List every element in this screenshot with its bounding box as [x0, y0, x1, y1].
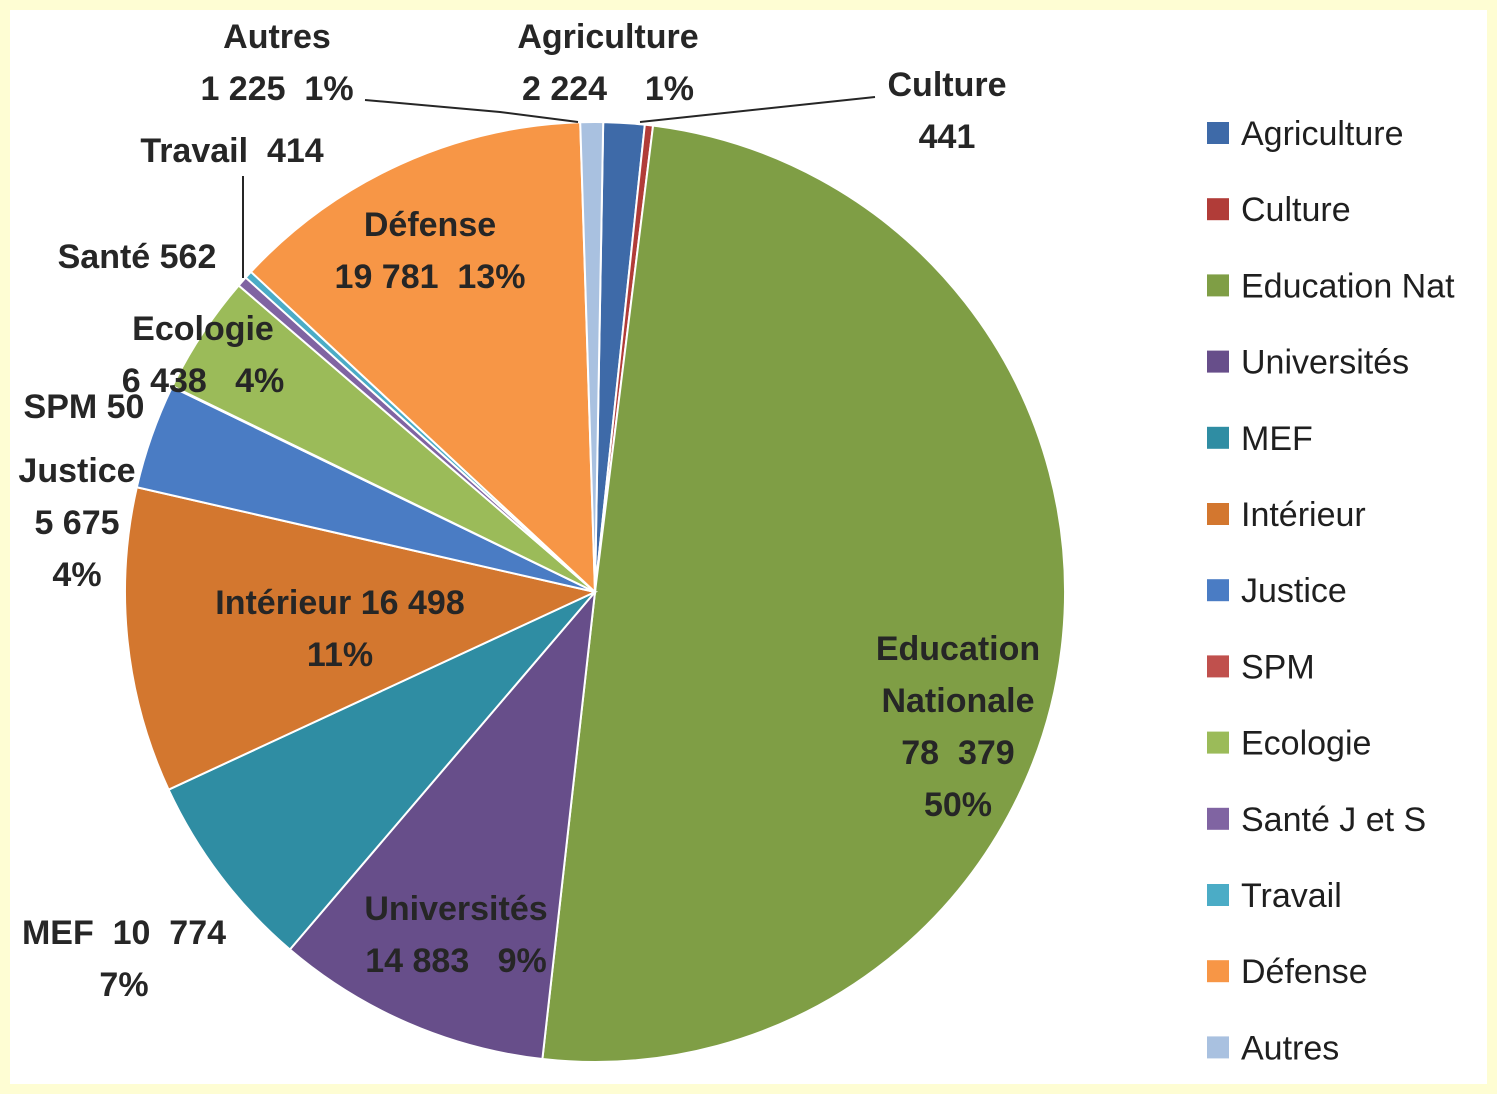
- data-label-education: 78 379: [901, 734, 1014, 772]
- data-label-education: 50%: [924, 786, 992, 824]
- leader-line-culture: [639, 96, 876, 123]
- legend-swatch-travail: [1207, 884, 1229, 906]
- legend-label-autres: Autres: [1241, 1029, 1339, 1067]
- legend-label-education-nat: Education Nat: [1241, 267, 1455, 305]
- legend-swatch-education-nat: [1207, 274, 1229, 297]
- legend-swatch-agriculture: [1207, 122, 1229, 144]
- legend: Agriculture Culture Education Nat Universit…: [1207, 115, 1455, 1067]
- data-label-autres: Autres: [223, 18, 331, 56]
- legend-swatch-mef: [1207, 426, 1229, 449]
- data-label-education: Education: [876, 630, 1040, 668]
- data-label-interieur: Intérieur 16 498: [215, 584, 464, 622]
- data-label-spm: SPM 50: [24, 388, 145, 426]
- slice-universites: [288, 588, 597, 1061]
- legend-label-culture: Culture: [1241, 191, 1351, 229]
- legend-label-interieur: Intérieur: [1241, 496, 1366, 534]
- data-label-agriculture: 2 224 1%: [522, 70, 694, 108]
- legend-label-universites: Universités: [1241, 344, 1409, 382]
- slice-education-nat: [541, 124, 1067, 1064]
- legend-label-travail: Travail: [1241, 877, 1342, 915]
- legend-label-defense: Défense: [1241, 953, 1368, 991]
- slice-defense: [249, 121, 597, 595]
- data-label-autres: 1 225 1%: [200, 70, 353, 108]
- data-label-universites: Universités: [364, 890, 547, 928]
- data-label-universites: 14 883 9%: [365, 942, 546, 980]
- legend-swatch-defense: [1207, 960, 1229, 983]
- data-label-defense: Défense: [364, 206, 496, 244]
- data-label-defense: 19 781 13%: [335, 258, 526, 296]
- pie-slices: [124, 121, 1067, 1064]
- data-label-mef: 7%: [99, 966, 148, 1004]
- data-label-mef: MEF 10 774: [22, 914, 226, 952]
- legend-swatch-culture: [1207, 198, 1229, 221]
- data-label-justice: Justice: [18, 452, 135, 490]
- legend-swatch-justice: [1207, 579, 1229, 602]
- legend-swatch-spm: [1207, 655, 1229, 678]
- legend-label-agriculture: Agriculture: [1241, 115, 1404, 153]
- legend-label-justice: Justice: [1241, 572, 1347, 610]
- legend-label-ecologie: Ecologie: [1241, 725, 1371, 763]
- leader-lines: [242, 96, 876, 278]
- legend-swatch-ecologie: [1207, 731, 1229, 754]
- data-label-travail: Travail 414: [140, 132, 323, 170]
- leader-line-autres: [364, 99, 579, 123]
- data-label-justice: 4%: [52, 556, 101, 594]
- data-label-culture: Culture: [888, 66, 1007, 104]
- data-labels: Autres 1 225 1% Agriculture 2 224 1% Culture…: [18, 18, 1040, 1004]
- legend-label-sante-j-et-s: Santé J et S: [1241, 801, 1426, 839]
- data-label-ecologie: Ecologie: [132, 310, 274, 348]
- slice-interieur: [124, 486, 599, 791]
- data-label-ecologie: 6 438 4%: [122, 362, 285, 400]
- data-label-agriculture: Agriculture: [517, 18, 698, 56]
- data-label-sante: Santé 562: [58, 238, 217, 276]
- legend-label-mef: MEF: [1241, 420, 1313, 458]
- legend-label-spm: SPM: [1241, 648, 1315, 686]
- data-label-education: Nationale: [881, 682, 1034, 720]
- data-label-interieur: 11%: [307, 636, 373, 674]
- data-label-justice: 5 675: [34, 504, 119, 542]
- legend-swatch-universites: [1207, 350, 1229, 373]
- slice-autres: [579, 121, 605, 593]
- data-label-culture: 441: [919, 118, 976, 156]
- legend-swatch-autres: [1207, 1036, 1229, 1059]
- legend-swatch-interieur: [1207, 503, 1229, 525]
- slice-mef: [167, 591, 596, 951]
- legend-swatch-sante-j-et-s: [1207, 807, 1229, 830]
